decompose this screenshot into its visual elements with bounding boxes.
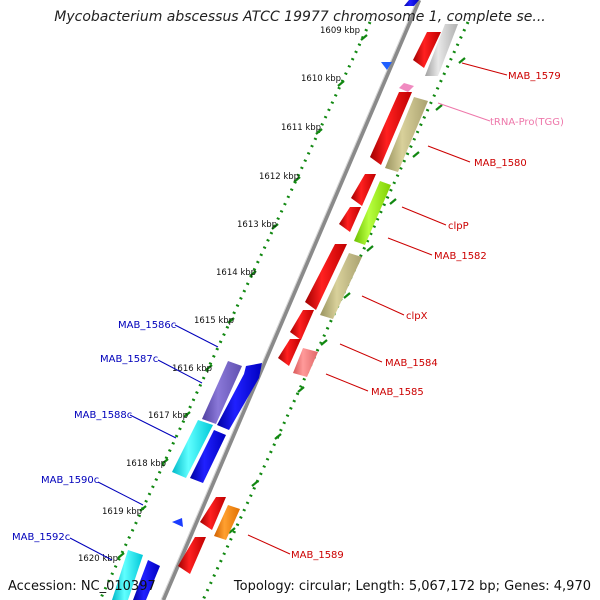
tick-label: 1620 kbp xyxy=(78,554,118,564)
gene-arrow-mab-1586c[interactable] xyxy=(202,361,242,424)
gene-arrow-mab-1592c[interactable] xyxy=(112,550,143,600)
gene-arrow-clpp-b[interactable] xyxy=(339,207,361,232)
gene-label-mab-1589[interactable]: MAB_1589 xyxy=(291,550,344,561)
gene-label-mab-1582[interactable]: MAB_1582 xyxy=(434,251,487,262)
gene-label-trna-pro[interactable]: tRNA-Pro(TGG) xyxy=(490,117,564,128)
cds-bar-orange[interactable] xyxy=(214,505,240,540)
tick-label: 1613 kbp xyxy=(237,220,277,230)
gene-label-mab-1592c[interactable]: MAB_1592c xyxy=(12,532,70,543)
reverse-feature-arrows xyxy=(112,361,262,600)
gene-label-mab-1588c[interactable]: MAB_1588c xyxy=(74,410,132,421)
gene-arrow-mab-1587c[interactable] xyxy=(217,363,262,430)
tick-label: 1610 kbp xyxy=(301,74,341,84)
gene-label-clpp[interactable]: clpP xyxy=(448,221,469,232)
gene-label-mab-1584[interactable]: MAB_1584 xyxy=(385,358,438,369)
gene-label-mab-1585[interactable]: MAB_1585 xyxy=(371,387,424,398)
tick-marks xyxy=(117,34,466,559)
tick-label: 1619 kbp xyxy=(102,507,142,517)
tick-label: 1616 kbp xyxy=(172,364,212,374)
cds-feature-bars xyxy=(214,24,458,540)
gene-arrow-mab-1588c-b[interactable] xyxy=(190,430,226,483)
cds-bar-pink-trna[interactable] xyxy=(399,83,414,92)
gene-label-clpx[interactable]: clpX xyxy=(406,311,428,322)
gene-label-mab-1580[interactable]: MAB_1580 xyxy=(474,158,527,169)
gene-arrow-partial[interactable] xyxy=(404,0,419,6)
gene-arrow-mab-1590c[interactable] xyxy=(172,518,183,527)
label-pointers xyxy=(69,62,508,561)
gene-arrow-mab-1592c-b[interactable] xyxy=(133,560,160,600)
gene-arrow-mab-1589[interactable] xyxy=(178,537,206,574)
tick-label: 1612 kbp xyxy=(259,172,299,182)
gene-arrow-mab-1582[interactable] xyxy=(305,244,347,310)
cds-bar-gray[interactable] xyxy=(425,24,458,76)
gene-label-mab-1586c[interactable]: MAB_1586c xyxy=(118,320,176,331)
map-title: Mycobacterium abscessus ATCC 19977 chrom… xyxy=(54,9,546,25)
cds-bar-pink[interactable] xyxy=(293,348,318,377)
gene-arrow-mab-1585[interactable] xyxy=(200,497,226,530)
cds-bar-blue-small[interactable] xyxy=(381,62,392,70)
gene-label-mab-1590c[interactable]: MAB_1590c xyxy=(41,475,99,486)
cds-bar-khaki-1[interactable] xyxy=(385,97,428,172)
genome-backbone xyxy=(160,0,422,600)
genome-stats-text: Topology: circular; Length: 5,067,172 bp… xyxy=(233,579,591,594)
tick-label: 1614 kbp xyxy=(216,268,256,278)
tick-label: 1615 kbp xyxy=(194,316,234,326)
cds-bar-khaki-2[interactable] xyxy=(320,253,362,319)
gene-arrow-mab-1580[interactable] xyxy=(370,92,412,165)
gene-arrow-mab-1588c[interactable] xyxy=(172,420,213,478)
accession-text: Accession: NC_010397 xyxy=(8,579,156,594)
tick-label: 1611 kbp xyxy=(281,123,321,133)
forward-feature-arrows xyxy=(178,0,441,574)
tick-label: 1618 kbp xyxy=(126,459,166,469)
gene-arrow-clpp[interactable] xyxy=(351,174,376,206)
gene-label-mab-1579[interactable]: MAB_1579 xyxy=(508,71,561,82)
tick-ring-outer xyxy=(201,21,470,600)
cds-bar-lime[interactable] xyxy=(354,181,391,245)
gene-arrow-clpx[interactable] xyxy=(290,310,314,340)
gene-label-mab-1587c[interactable]: MAB_1587c xyxy=(100,354,158,365)
gene-arrow-mab-1584[interactable] xyxy=(278,339,301,366)
tick-label: 1617 kbp xyxy=(148,411,188,421)
gene-arrow-mab-1579[interactable] xyxy=(413,32,441,68)
genome-backbone-highlight xyxy=(160,0,418,600)
tick-label: 1609 kbp xyxy=(320,26,360,36)
